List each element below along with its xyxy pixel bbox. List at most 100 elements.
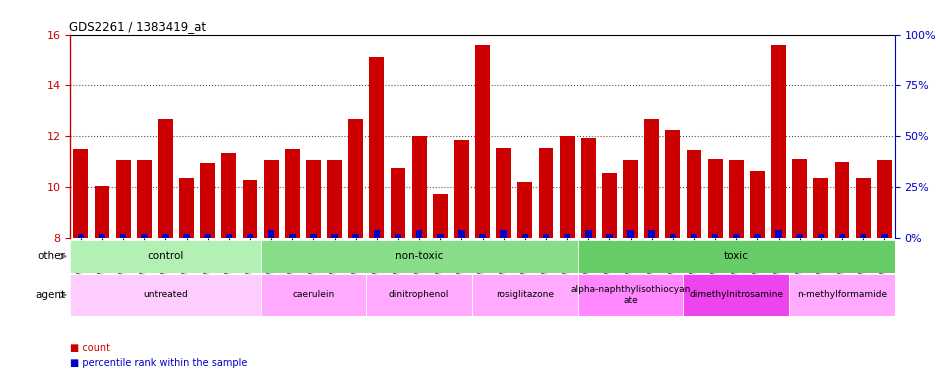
Bar <box>70 240 260 273</box>
Bar <box>158 119 172 238</box>
Bar <box>221 153 236 238</box>
Bar <box>330 234 338 238</box>
Bar <box>436 234 443 238</box>
Bar <box>411 136 426 238</box>
Bar <box>753 234 760 238</box>
Bar <box>162 234 168 238</box>
Bar <box>366 274 472 316</box>
Bar <box>288 234 295 238</box>
Bar <box>373 230 380 238</box>
Bar <box>788 274 894 316</box>
Bar <box>690 234 696 238</box>
Bar <box>880 234 886 238</box>
Bar <box>70 274 260 316</box>
Bar <box>855 178 870 238</box>
Text: toxic: toxic <box>723 251 748 262</box>
Bar <box>260 274 366 316</box>
Bar <box>796 234 802 238</box>
Bar <box>816 234 824 238</box>
Bar <box>242 180 257 238</box>
Bar <box>183 234 190 238</box>
Bar <box>472 274 578 316</box>
Bar <box>369 58 384 238</box>
Bar <box>584 230 591 238</box>
Bar <box>578 274 682 316</box>
Text: caerulein: caerulein <box>292 290 334 300</box>
Bar <box>601 173 616 238</box>
Bar <box>732 234 739 238</box>
Bar <box>475 45 490 238</box>
Bar <box>432 194 447 238</box>
Bar <box>454 140 468 238</box>
Bar <box>390 168 405 238</box>
Bar <box>859 234 866 238</box>
Bar <box>478 234 486 238</box>
Bar <box>834 162 848 238</box>
Text: ■ count: ■ count <box>70 343 110 353</box>
Text: n-methylformamide: n-methylformamide <box>796 290 886 300</box>
Bar <box>686 150 701 238</box>
Bar <box>707 159 722 238</box>
Bar <box>578 240 894 273</box>
Bar <box>644 119 658 238</box>
Text: rosiglitazone: rosiglitazone <box>495 290 553 300</box>
Bar <box>563 234 570 238</box>
Text: dinitrophenol: dinitrophenol <box>388 290 449 300</box>
Bar <box>774 230 781 238</box>
Bar <box>306 161 320 238</box>
Text: control: control <box>147 251 183 262</box>
Bar <box>200 163 215 238</box>
Bar <box>78 234 84 238</box>
Text: alpha-naphthylisothiocyan
ate: alpha-naphthylisothiocyan ate <box>570 285 690 305</box>
Bar <box>728 161 743 238</box>
Bar <box>352 234 358 238</box>
Bar <box>73 149 88 238</box>
Bar <box>268 230 274 238</box>
Text: agent: agent <box>36 290 66 300</box>
Text: non-toxic: non-toxic <box>394 251 443 262</box>
Bar <box>838 234 844 238</box>
Bar <box>669 234 676 238</box>
Bar <box>348 119 363 238</box>
Bar <box>542 234 548 238</box>
Bar <box>327 161 342 238</box>
Bar <box>626 230 634 238</box>
Bar <box>137 161 152 238</box>
Text: ■ percentile rank within the sample: ■ percentile rank within the sample <box>70 358 247 368</box>
Bar <box>517 182 532 238</box>
Bar <box>500 230 506 238</box>
Bar <box>538 148 553 238</box>
Bar <box>310 234 316 238</box>
Text: other: other <box>37 251 66 262</box>
Bar <box>204 234 211 238</box>
Bar <box>416 230 422 238</box>
Bar <box>665 130 680 238</box>
Bar <box>496 148 510 238</box>
Bar <box>116 161 130 238</box>
Bar <box>622 161 637 238</box>
Bar <box>120 234 126 238</box>
Bar <box>648 230 654 238</box>
Bar <box>285 149 300 238</box>
Bar <box>521 234 528 238</box>
Bar <box>263 161 278 238</box>
Bar <box>95 186 110 238</box>
Bar <box>606 234 612 238</box>
Bar <box>226 234 232 238</box>
Bar <box>458 230 464 238</box>
Bar <box>580 137 595 238</box>
Bar <box>98 234 105 238</box>
Bar <box>179 178 194 238</box>
Text: untreated: untreated <box>143 290 187 300</box>
Text: dimethylnitrosamine: dimethylnitrosamine <box>689 290 782 300</box>
Bar <box>394 234 401 238</box>
Bar <box>876 161 891 238</box>
Bar <box>792 159 806 238</box>
Bar <box>770 45 785 238</box>
Bar <box>682 274 788 316</box>
Bar <box>559 136 574 238</box>
Bar <box>812 178 827 238</box>
Bar <box>711 234 718 238</box>
Bar <box>749 170 764 238</box>
Bar <box>246 234 253 238</box>
